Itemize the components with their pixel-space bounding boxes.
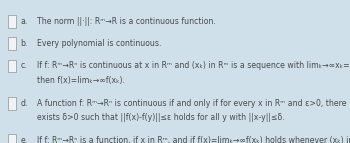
Text: If f: Rᵐ→Rⁿ is a function, if x in Rᵐ, and if f(x)=limₖ→∞f(xₖ) holds whenever (x: If f: Rᵐ→Rⁿ is a function, if x in Rᵐ, a… — [37, 136, 350, 143]
Text: a.: a. — [20, 17, 28, 26]
Text: The norm ||·||: Rᵐ→R is a continuous function.: The norm ||·||: Rᵐ→R is a continuous fun… — [37, 17, 216, 26]
Bar — [8, 60, 16, 72]
Text: then f(x)=limₖ→∞f(xₖ).: then f(x)=limₖ→∞f(xₖ). — [37, 76, 125, 85]
Text: Every polynomial is continuous.: Every polynomial is continuous. — [37, 39, 161, 48]
Text: b.: b. — [20, 39, 28, 48]
Text: d.: d. — [20, 99, 28, 108]
Text: A function f: Rᵐ→Rⁿ is continuous if and only if for every x in Rᵐ and ε>0, ther: A function f: Rᵐ→Rⁿ is continuous if and… — [37, 99, 346, 108]
Text: exists δ>0 such that ||f(x)-f(y)||≤ε holds for all y with ||x-y||≤δ.: exists δ>0 such that ||f(x)-f(y)||≤ε hol… — [37, 113, 284, 122]
Bar — [8, 37, 16, 50]
Text: If f: Rᵐ→Rⁿ is continuous at x in Rᵐ and (xₖ) in Rᵐ is a sequence with limₖ→∞xₖ=: If f: Rᵐ→Rⁿ is continuous at x in Rᵐ and… — [37, 61, 350, 70]
Text: e.: e. — [20, 136, 28, 143]
Bar — [8, 134, 16, 143]
Bar — [8, 15, 16, 28]
Bar — [8, 97, 16, 110]
Text: c.: c. — [20, 61, 27, 70]
